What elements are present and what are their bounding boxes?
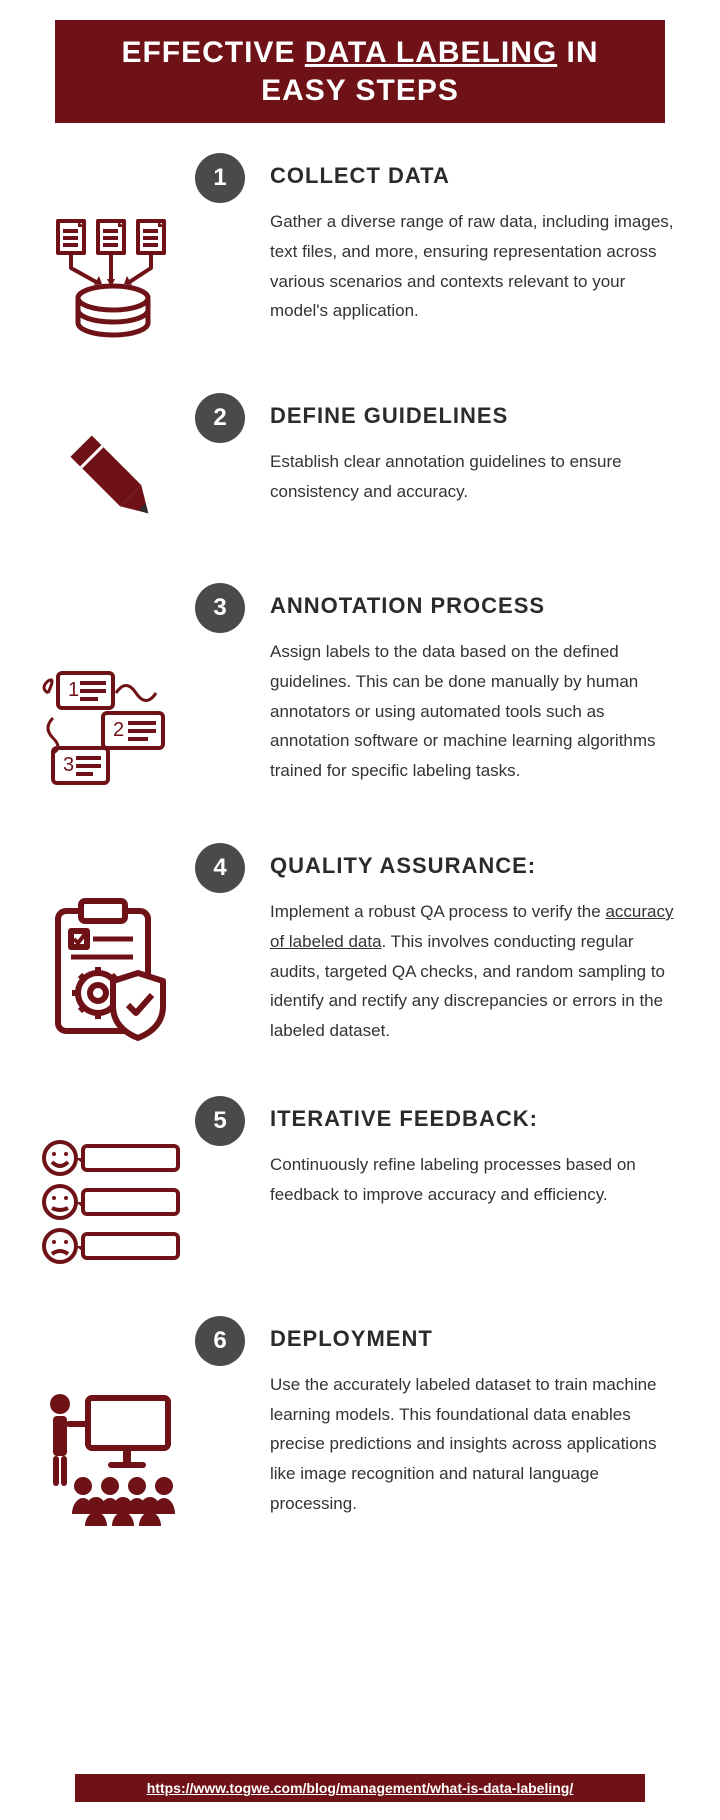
step-5-body: Continuously refine labeling processes b… [270, 1150, 675, 1210]
step-6-title: DEPLOYMENT [270, 1326, 675, 1352]
step-number-1: 1 [195, 153, 245, 203]
step-number-2: 2 [195, 393, 245, 443]
step-4-body: Implement a robust QA process to verify … [270, 897, 675, 1046]
step-number-5: 5 [195, 1096, 245, 1146]
header-line1-pre: EFFECTIVE [121, 36, 304, 69]
feedback-icon [35, 1096, 190, 1266]
step-6: 6 DEPLOYMENT Use the accurately labeled … [0, 1316, 720, 1526]
pencil-icon [35, 393, 190, 533]
step-3: 1 2 3 3 ANNOTATION PROCESS Assign labels… [0, 583, 720, 793]
footer-url-banner[interactable]: https://www.togwe.com/blog/management/wh… [75, 1774, 645, 1802]
step-number-4: 4 [195, 843, 245, 893]
step-6-body: Use the accurately labeled dataset to tr… [270, 1370, 675, 1519]
qa-icon [35, 843, 190, 1043]
header-line1-post: IN [557, 36, 598, 69]
deployment-icon [35, 1316, 190, 1526]
step-1-body: Gather a diverse range of raw data, incl… [270, 207, 675, 326]
collect-data-icon [35, 153, 190, 343]
svg-text:3: 3 [63, 754, 74, 776]
step-5: 5 ITERATIVE FEEDBACK: Continuously refin… [0, 1096, 720, 1266]
header-line2: EASY STEPS [261, 74, 459, 107]
svg-text:2: 2 [113, 719, 124, 741]
step-3-title: ANNOTATION PROCESS [270, 593, 675, 619]
step-5-title: ITERATIVE FEEDBACK: [270, 1106, 675, 1132]
step-number-3: 3 [195, 583, 245, 633]
header-line1-underline: DATA LABELING [305, 36, 557, 69]
step-4: 4 QUALITY ASSURANCE: Implement a robust … [0, 843, 720, 1046]
step-4-title: QUALITY ASSURANCE: [270, 853, 675, 879]
step-2-body: Establish clear annotation guidelines to… [270, 447, 675, 507]
step-1: 1 COLLECT DATA Gather a diverse range of… [0, 153, 720, 343]
step-number-6: 6 [195, 1316, 245, 1366]
header-banner: EFFECTIVE DATA LABELING IN EASY STEPS [55, 20, 665, 123]
step-3-body: Assign labels to the data based on the d… [270, 637, 675, 786]
annotation-icon: 1 2 3 [35, 583, 190, 793]
step-2: 2 DEFINE GUIDELINES Establish clear anno… [0, 393, 720, 533]
step-1-title: COLLECT DATA [270, 163, 675, 189]
svg-text:1: 1 [68, 679, 79, 701]
step-2-title: DEFINE GUIDELINES [270, 403, 675, 429]
